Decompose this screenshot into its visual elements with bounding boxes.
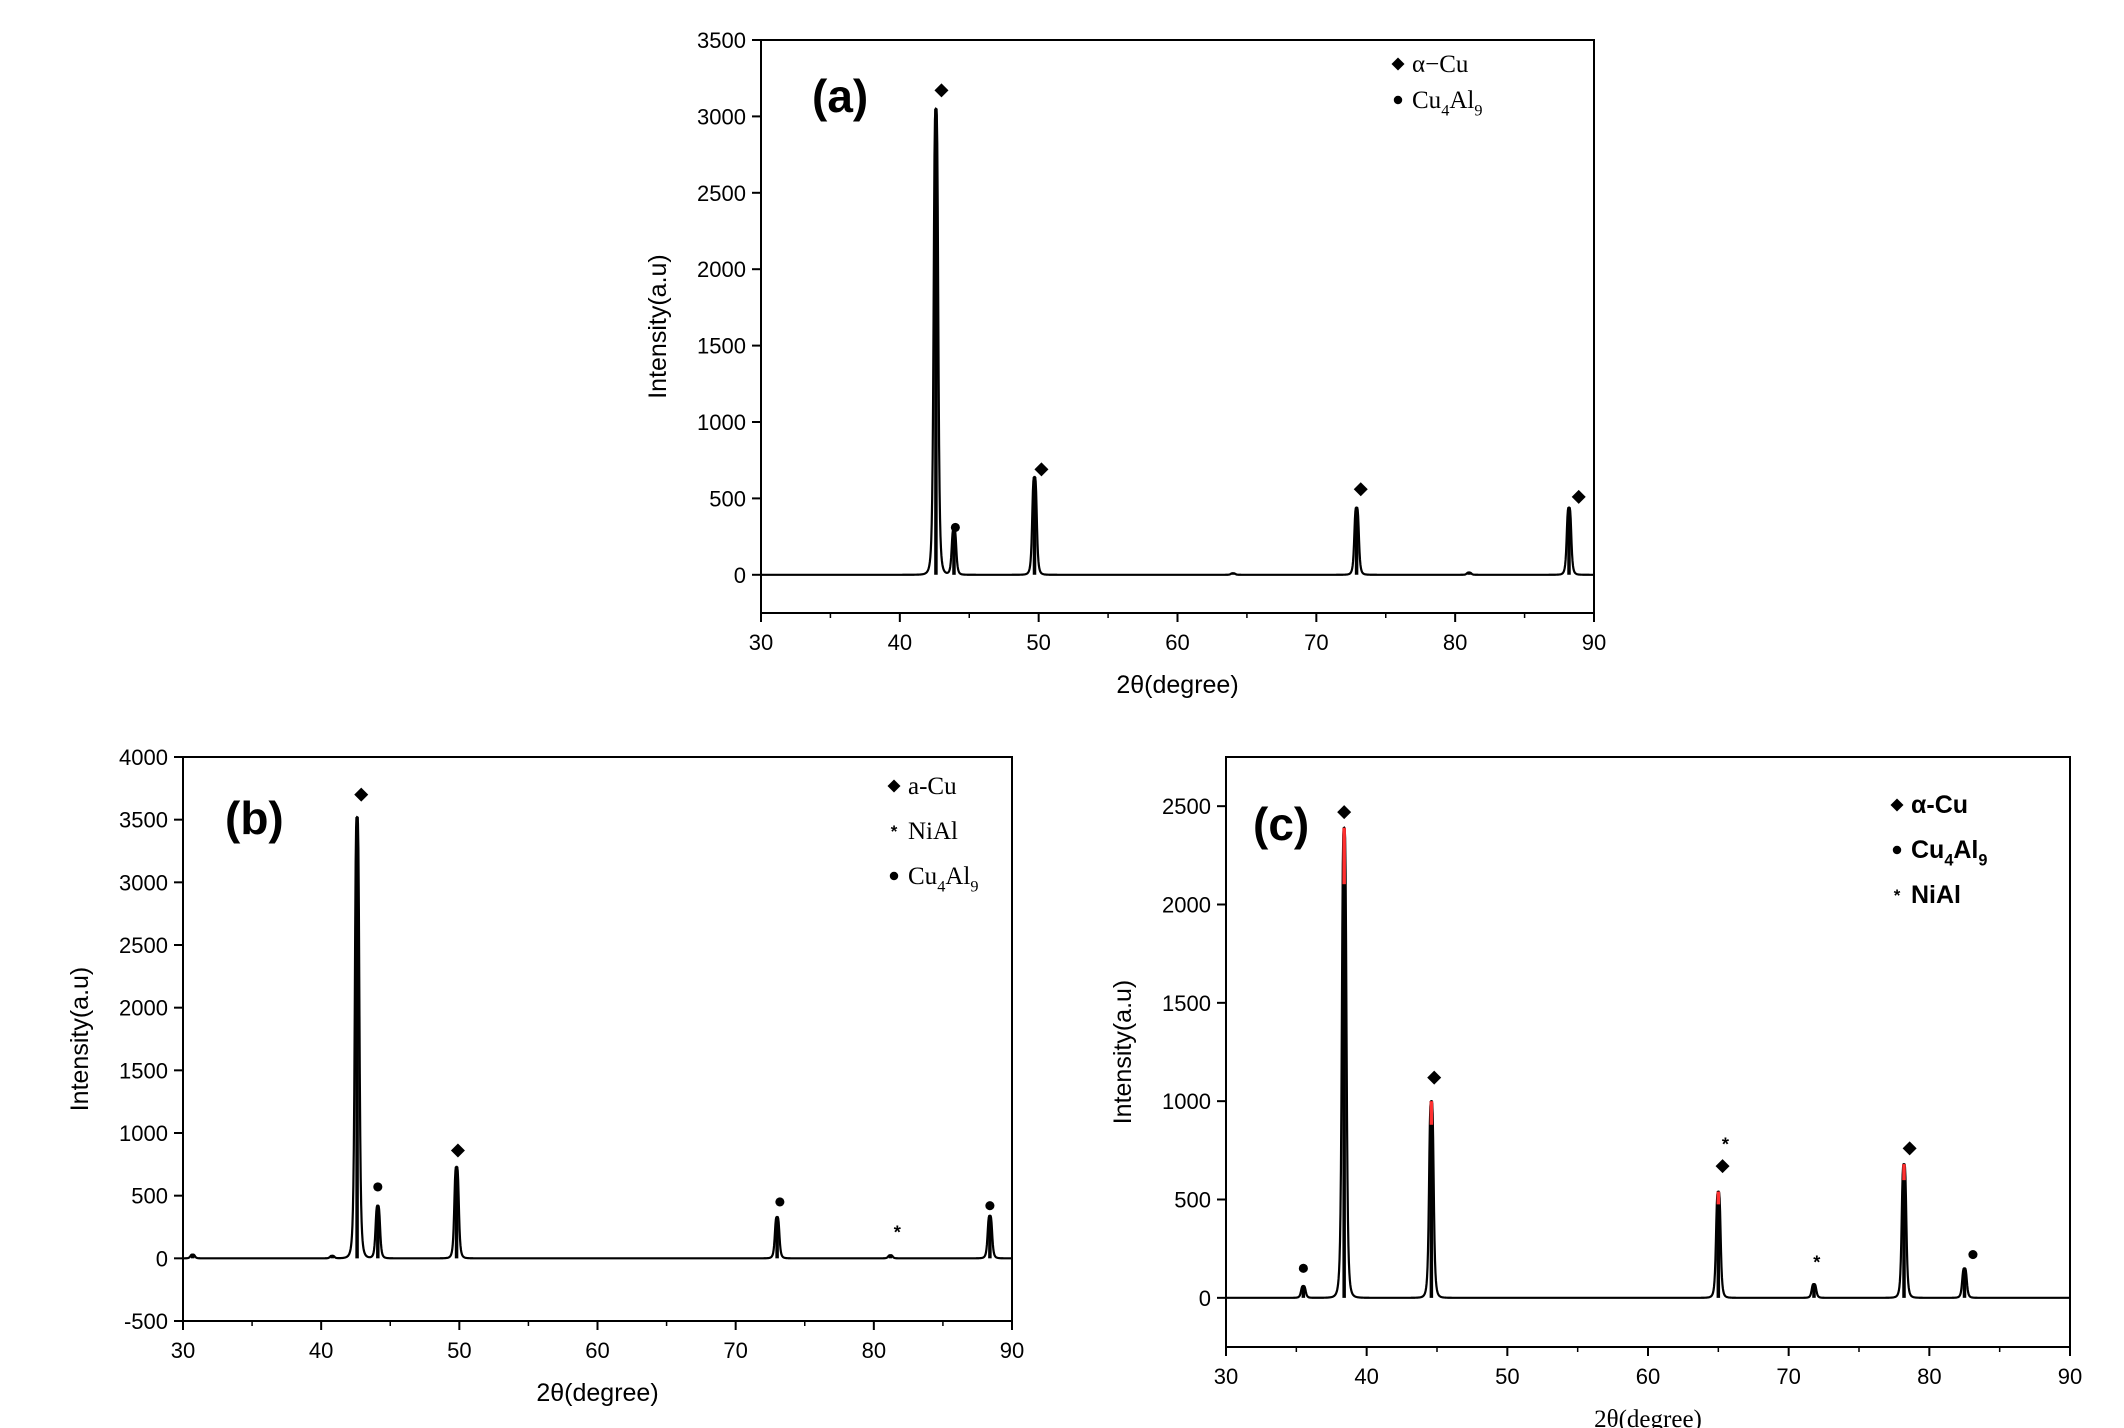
legend-label: NiAl [1911,881,1961,909]
legend-marker-dot [1892,845,1902,855]
xrd-trace [183,815,1012,1260]
phase-annotation-dot [985,1201,995,1211]
y-tick-label: 1500 [697,334,746,359]
xrd-trace [761,107,1594,576]
legend-marker-diamond [1890,798,1904,812]
legend-marker-diamond [887,779,901,793]
phase-annotation-diamond [934,83,949,98]
x-tick-label: 80 [1917,1364,1941,1389]
panel-a-chart: 30 40 50 60 70 80 90 0 500 1000 1500 2000 2500 3000 35… [644,28,1606,699]
phase-annotation-dot [1968,1250,1978,1260]
phase-annotation-diamond [1034,462,1049,477]
phase-annotation-star: * [894,1222,902,1242]
legend-label: a-Cu [908,773,957,800]
phase-annotation-dot [775,1197,785,1207]
y-tick-label: 2000 [697,257,746,282]
legend-label: Cu4Al9 [1911,836,1987,870]
phase-annotation-diamond [354,787,369,802]
y-tick-label: 3500 [697,28,746,53]
phase-annotation-diamond [1902,1141,1917,1156]
plot-frame [182,756,1013,1322]
x-tick-label: 50 [1495,1364,1519,1389]
legend-label: Cu4Al9 [908,863,978,896]
y-tick-label: 1000 [1162,1089,1211,1114]
x-axis-title: 2θ(degree) [536,1379,658,1407]
phase-annotation-diamond [1337,805,1352,820]
y-tick-label: 4000 [119,745,168,770]
x-tick-label: 90 [1582,630,1606,655]
panel-c-chart: 30 40 50 60 70 80 90 0 500 1000 1500 2000 2500 2θ(deg… [1109,756,2082,1428]
y-tick-label: 2500 [1162,794,1211,819]
y-tick-label: -500 [124,1309,168,1334]
x-tick-label: 60 [1636,1364,1660,1389]
x-axis-title: 2θ(degree) [1594,1406,1702,1428]
panel-label: (a) [812,70,868,122]
x-tick-label: 90 [2058,1364,2082,1389]
x-tick-label: 80 [862,1338,886,1363]
phase-annotation-diamond [1571,489,1586,504]
y-tick-label: 500 [131,1184,168,1209]
x-tick-label: 40 [309,1338,333,1363]
x-tick-label: 30 [749,630,773,655]
y-tick-label: 1000 [119,1121,168,1146]
panel-label: (b) [225,792,284,844]
phase-annotation-diamond [450,1143,465,1158]
phase-annotation-dot [373,1182,383,1192]
y-tick-label: 1500 [1162,991,1211,1016]
y-axis-title: Intensity(a.u) [66,967,94,1112]
y-axis-title: Intensity(a.u) [644,254,672,399]
x-tick-label: 70 [1304,630,1328,655]
phase-annotation-diamond [1353,482,1368,497]
phase-annotation-dot [1298,1263,1308,1273]
x-tick-label: 50 [447,1338,471,1363]
x-tick-label: 40 [1354,1364,1378,1389]
y-tick-label: 2500 [697,181,746,206]
y-tick-label: 3000 [119,870,168,895]
legend-marker-dot [1393,95,1403,105]
legend-marker-star: * [891,822,898,841]
legend-marker-star: * [1894,886,1901,905]
legend-label: NiAl [908,818,958,845]
legend-label: Cu4Al9 [1412,87,1482,120]
y-tick-label: 0 [1199,1286,1211,1311]
y-tick-label: 1000 [697,410,746,435]
y-axis-title: Intensity(a.u) [1109,980,1137,1125]
y-tick-label: 3000 [697,104,746,129]
y-tick-label: 2500 [119,933,168,958]
y-tick-label: 500 [709,486,746,511]
y-tick-label: 0 [734,563,746,588]
y-tick-label: 500 [1174,1188,1211,1213]
x-tick-label: 60 [1165,630,1189,655]
x-tick-label: 80 [1443,630,1467,655]
x-tick-label: 30 [171,1338,195,1363]
y-tick-label: 1500 [119,1058,168,1083]
legend-marker-diamond [1391,57,1405,71]
x-tick-label: 40 [888,630,912,655]
x-tick-label: 70 [1776,1364,1800,1389]
x-axis-title: 2θ(degree) [1116,671,1238,699]
y-tick-label: 2000 [119,996,168,1021]
panel-b-chart: 30 40 50 60 70 80 90 -500 0 500 1000 1500 2000 2500 30… [66,745,1024,1407]
x-tick-label: 70 [723,1338,747,1363]
phase-annotation-star: * [1813,1253,1821,1273]
panel-label: (c) [1253,798,1309,850]
x-tick-label: 50 [1026,630,1050,655]
phase-annotation-diamond [1427,1070,1442,1085]
y-tick-label: 3500 [119,808,168,833]
plot-frame [760,39,1595,614]
legend-label: α-Cu [1911,791,1968,819]
legend-label: α−Cu [1412,51,1469,78]
x-tick-label: 60 [585,1338,609,1363]
legend-marker-dot [889,871,899,881]
y-tick-label: 2000 [1162,893,1211,918]
phase-annotation-diamond [1715,1159,1730,1174]
x-tick-label: 90 [1000,1338,1024,1363]
y-tick-label: 0 [156,1246,168,1271]
xrd-trace [1226,826,2070,1299]
phase-annotation-dot [950,522,960,532]
x-tick-label: 30 [1214,1364,1238,1389]
phase-annotation-star: * [1722,1135,1730,1155]
